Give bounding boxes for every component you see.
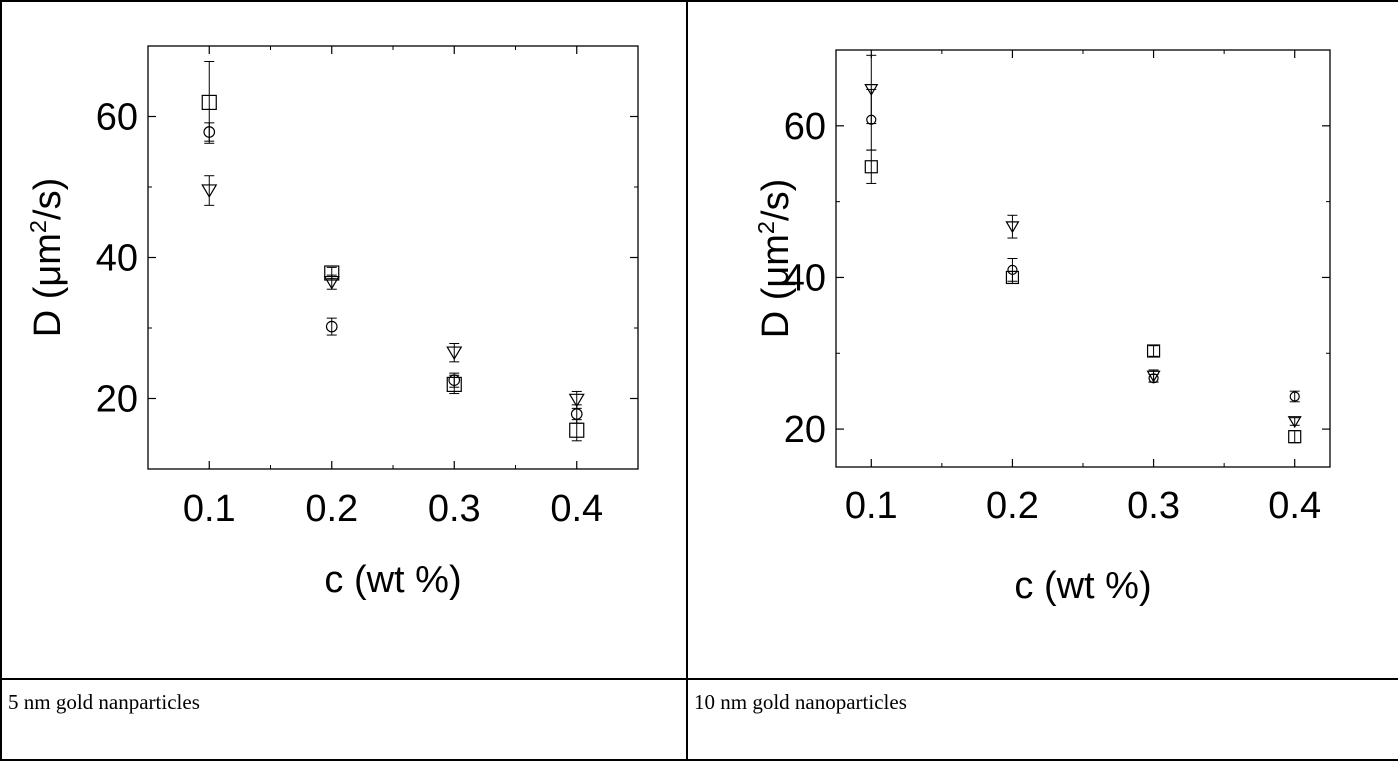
caption-5nm: 5 nm gold nanparticles <box>8 690 200 714</box>
diffusion-chart-10nm: 0.1 0.2 0.3 0.4 20 40 60 c (wt %) D (μm2/s) <box>753 49 1331 607</box>
diffusion-chart-5nm: 0.1 0.2 0.3 0.4 20 40 60 c (wt %) D (μm2/s) <box>25 45 639 601</box>
x-axis-label: c (wt %) <box>324 559 461 601</box>
data-point-triangle <box>1005 221 1020 234</box>
data-point-triangle <box>1146 370 1161 383</box>
x-tick-label: 0.1 <box>845 485 898 527</box>
data-point-circle <box>203 126 216 138</box>
data-point-triangle <box>1287 416 1302 429</box>
y-tick-label: 40 <box>96 238 138 280</box>
plot-frame <box>147 45 639 470</box>
data-point-triangle <box>864 84 879 97</box>
y-tick-label: 20 <box>96 379 138 421</box>
data-point-square <box>201 94 217 111</box>
data-point-square <box>1288 430 1302 444</box>
series-circle <box>203 122 583 424</box>
series-square <box>201 61 585 442</box>
left-caption-cell: 5 nm gold nanparticles <box>0 678 688 761</box>
x-tick-label: 0.1 <box>183 488 236 530</box>
data-point-circle <box>448 374 461 387</box>
series-triangle <box>201 175 585 409</box>
series-square <box>864 149 1302 444</box>
right-plot-cell: 0.1 0.2 0.3 0.4 20 40 60 c (wt %) D (μm2/s) <box>686 0 1398 680</box>
data-point-circle <box>1289 391 1300 402</box>
data-point-square <box>864 160 878 174</box>
right-caption-cell: 10 nm gold nanoparticles <box>686 678 1398 761</box>
y-tick-label: 20 <box>784 409 826 451</box>
y-tick-label: 60 <box>784 106 826 148</box>
x-tick-label: 0.2 <box>305 488 358 530</box>
x-tick-label: 0.2 <box>986 485 1039 527</box>
y-tick-label: 60 <box>96 97 138 139</box>
y-axis-label: D (μm2/s) <box>25 178 69 338</box>
x-axis-label: c (wt %) <box>1014 565 1151 607</box>
data-point-triangle <box>323 275 340 290</box>
series-circle <box>866 88 1300 403</box>
data-point-triangle <box>201 184 218 199</box>
data-point-triangle <box>568 393 585 408</box>
y-axis-label: D (μm2/s) <box>753 179 797 339</box>
x-tick-label: 0.3 <box>1127 485 1180 527</box>
x-tick-label: 0.4 <box>1268 485 1321 527</box>
data-point-circle <box>1007 264 1018 275</box>
caption-10nm: 10 nm gold nanoparticles <box>694 690 907 714</box>
data-point-circle <box>325 320 338 333</box>
y-tick-label: 40 <box>784 257 826 299</box>
x-tick-label: 0.3 <box>428 488 481 530</box>
left-plot-cell: 0.1 0.2 0.3 0.4 20 40 60 c (wt %) D (μm2/s) <box>0 0 688 680</box>
plot-frame <box>835 49 1331 468</box>
x-tick-label: 0.4 <box>550 488 603 530</box>
series-triangle <box>864 54 1302 429</box>
data-point-square <box>1146 344 1161 358</box>
data-point-triangle <box>446 346 463 361</box>
